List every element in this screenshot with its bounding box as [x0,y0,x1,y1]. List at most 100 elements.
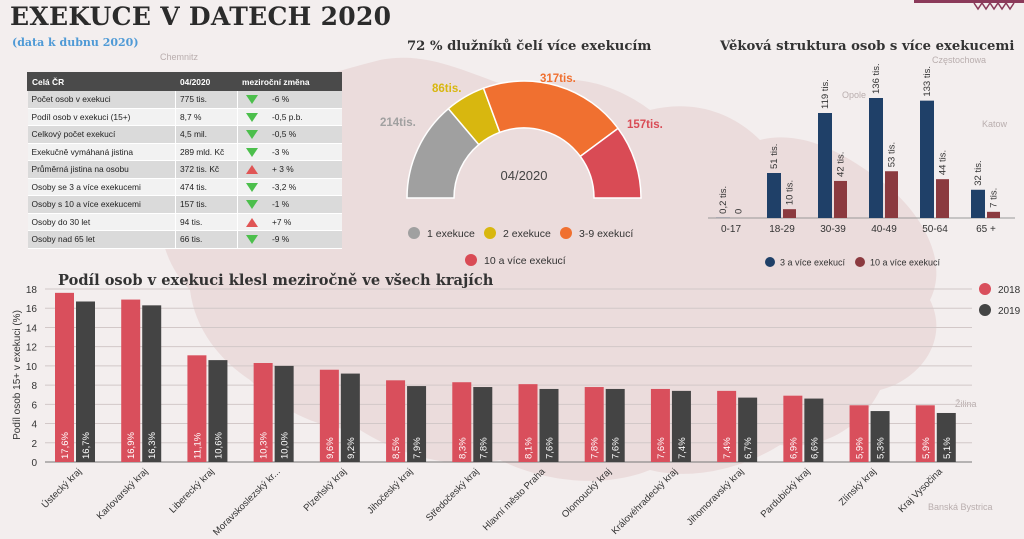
arrow-down-icon [246,112,258,122]
region-bar-value-label: 5,3% [876,437,887,459]
summary-table-header: Celá ČR 04/2020 meziroční změna [27,72,342,91]
age-bar-label: 42 tis. [836,152,847,177]
age-bar-label: 119 tis. [820,79,831,109]
row-label: Exekučně vymáhaná jistina [27,143,176,161]
arrow-down-icon [246,147,258,157]
region-bar-value-label: 10,6% [213,432,224,459]
y-tick-label: 4 [31,420,37,431]
region-bar-value-label: 5,9% [855,437,866,459]
age-category-label: 18-29 [769,224,795,235]
region-bar-value-label: 10,3% [259,432,270,459]
legend-marker [484,227,496,239]
region-bar-value-label: 7,8% [590,437,601,459]
y-tick-label: 14 [26,323,38,334]
row-change: -3,2 % [237,178,342,196]
donut-chart-title: 72 % dlužníků čelí více exekucím [407,39,652,54]
region-bar [121,299,141,462]
row-value: 94 tis. [175,213,238,231]
table-row: Podíl osob v exekuci (15+) 8,7 % -0,5 p.b. [27,108,342,126]
y-tick-label: 8 [31,381,37,392]
age-bar [834,180,847,218]
row-change: -3 % [237,143,342,161]
age-bar-label: 53 tis. [887,142,898,167]
region-bar [319,369,339,462]
table-row: Exekučně vymáhaná jistina 289 mld. Kč -3 % [27,143,342,161]
region-category-label: Jihočeský kraj [365,466,415,516]
region-bar [539,388,559,462]
region-bar [274,365,294,462]
summary-header-region: Celá ČR [27,72,176,91]
age-category-label: 0-17 [721,224,741,235]
region-category-label: Liberecký kraj [167,466,216,515]
page-subtitle: (data k dubnu 2020) [12,36,139,49]
row-value: 775 tis. [175,90,238,109]
region-bar [76,301,95,462]
region-bar [584,387,604,462]
region-bar-value-label: 7,4% [722,437,733,459]
region-bar [407,386,427,462]
row-value: 157 tis. [175,195,238,214]
region-bar [142,305,162,462]
map-label-katow: Katow [982,119,1008,129]
change-value: -0,5 % [272,129,297,140]
change-value: -6 % [272,94,290,105]
region-bar-value-label: 16,3% [147,432,158,459]
table-row: Osoby se 3 a více exekucemi 474 tis. -3,2 … [27,178,342,196]
region-bar-value-label: 7,6% [656,437,667,459]
age-bar [987,211,1000,218]
age-bar-label: 51 tis. [769,144,780,169]
row-label: Průměrná jistina na osobu [27,160,176,179]
row-value: 372 tis. Kč [175,160,238,179]
y-tick-label: 2 [31,439,37,450]
legend-marker [979,304,991,316]
region-category-label: Olomoucký kraj [560,466,614,520]
region-bar [849,405,869,462]
legend-label: 10 a více exekucí [484,255,566,267]
region-bar [804,398,824,462]
row-value: 289 mld. Kč [175,143,238,161]
legend-marker [408,227,420,239]
region-bar-value-label: 8,1% [524,437,535,459]
region-bar [340,373,360,462]
row-label: Celkový počet exekucí [27,125,176,144]
map-label-banska-bystrica: Banská Bystrica [928,502,993,512]
row-label: Osoby do 30 let [27,213,176,231]
age-bar-label: 32 tis. [973,160,984,185]
region-category-label: Královéhradecký kraj [610,466,681,537]
region-category-label: Kraj Vysočina [896,466,945,515]
summary-header-date: 04/2020 [175,72,238,91]
age-bar [920,100,934,218]
region-category-label: Plzeňský kraj [302,466,349,513]
legend-label: 2 exekuce [503,228,551,240]
region-bar [915,405,935,462]
y-tick-label: 10 [26,362,38,373]
age-category-label: 65 + [976,224,996,235]
legend-label: 2018 [998,285,1021,296]
region-category-label: Karlovarský kraj [95,466,151,522]
arrow-down-icon [246,182,258,192]
region-chart-title: Podíl osob v exekuci klesl meziročně ve … [58,272,494,289]
region-bar-value-label: 16,9% [126,432,137,459]
row-change: + 3 % [237,160,342,179]
row-value: 66 tis. [175,230,238,249]
row-label: Osoby nad 65 let [27,230,176,249]
region-bar-value-label: 7,4% [677,437,688,459]
arrow-up-icon [246,217,258,227]
donut-slice-label: 157tis. [627,119,663,131]
arrow-down-icon [246,200,258,210]
legend-marker [765,257,775,267]
region-category-label: Hlavní město Praha [481,466,548,533]
region-category-label: Zlínský kraj [837,466,879,508]
region-bar [55,292,74,462]
region-bar [936,412,956,462]
legend-marker [465,254,477,266]
arrow-down-icon [246,235,258,245]
region-bar-value-label: 7,9% [412,437,423,459]
region-bar-value-label: 7,6% [545,437,556,459]
donut-slice-label: 214tis. [380,117,416,129]
legend-label: 3-9 exekucí [579,228,633,240]
table-row: Celkový počet exekucí 4,5 mil. -0,5 % [27,125,342,144]
y-tick-label: 6 [31,400,37,411]
